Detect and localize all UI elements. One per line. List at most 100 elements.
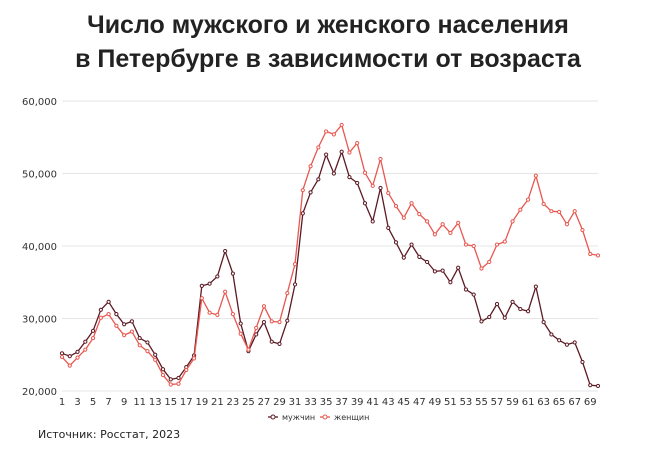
- data-point: [254, 325, 259, 331]
- data-point: [432, 269, 437, 274]
- data-point: [106, 299, 111, 304]
- x-tick-label: 29: [273, 397, 286, 408]
- data-point: [494, 242, 500, 247]
- x-tick-label: 61: [522, 397, 535, 408]
- data-point: [207, 310, 212, 315]
- legend-label: мужчин: [282, 413, 315, 422]
- data-point: [145, 349, 150, 354]
- data-point: [393, 240, 399, 245]
- data-point: [588, 383, 593, 388]
- x-tick-label: 39: [351, 397, 364, 408]
- data-point: [90, 328, 96, 333]
- data-point: [487, 314, 492, 320]
- y-tick-label: 40,000: [22, 242, 57, 253]
- x-tick-label: 69: [584, 397, 597, 408]
- x-tick-label: 23: [227, 397, 240, 408]
- x-tick-label: 27: [258, 397, 271, 408]
- data-point: [595, 383, 601, 389]
- data-point: [595, 253, 601, 258]
- x-tick-label: 65: [553, 397, 566, 408]
- data-point: [580, 359, 585, 365]
- data-point: [393, 204, 399, 209]
- data-point: [122, 333, 127, 338]
- data-point: [168, 377, 173, 382]
- data-point: [347, 150, 352, 155]
- data-point: [129, 329, 135, 334]
- data-point: [153, 352, 158, 357]
- data-point: [230, 271, 235, 276]
- data-point: [238, 321, 243, 326]
- legend-label: женщин: [334, 413, 369, 422]
- data-point: [463, 242, 469, 247]
- x-tick-label: 7: [105, 397, 111, 408]
- data-point: [448, 230, 453, 236]
- data-point: [564, 342, 570, 347]
- source-note: Источник: Росстат, 2023: [38, 428, 181, 441]
- data-point: [572, 340, 577, 345]
- x-tick-label: 57: [491, 397, 504, 408]
- chart-title-line-2: в Петербурге в зависимости от возраста: [75, 45, 581, 73]
- data-point: [456, 220, 461, 225]
- data-point: [417, 212, 422, 217]
- data-point: [386, 190, 391, 196]
- data-point: [355, 140, 360, 146]
- data-point: [137, 335, 142, 341]
- data-point: [494, 301, 500, 307]
- data-point: [471, 292, 476, 297]
- data-point: [215, 312, 220, 317]
- data-point: [114, 312, 119, 317]
- data-point: [440, 222, 445, 227]
- data-point: [230, 312, 235, 317]
- data-point: [98, 307, 103, 312]
- data-point: [269, 339, 274, 344]
- data-point: [300, 188, 305, 193]
- data-point: [160, 367, 166, 372]
- data-point: [83, 347, 88, 352]
- data-point: [199, 283, 204, 288]
- data-point: [184, 367, 189, 373]
- x-tick-label: 43: [382, 397, 395, 408]
- data-point: [75, 355, 80, 360]
- data-point: [417, 254, 422, 259]
- data-point: [425, 259, 430, 265]
- data-point: [98, 315, 103, 320]
- data-point: [292, 282, 298, 287]
- data-point: [362, 201, 368, 206]
- legend-swatch-marker: [322, 414, 328, 420]
- data-point: [277, 320, 282, 325]
- data-point: [386, 225, 391, 230]
- data-point: [432, 232, 437, 237]
- data-point: [463, 287, 469, 292]
- x-tick-label: 31: [289, 397, 302, 408]
- data-point: [479, 319, 484, 324]
- x-tick-label: 45: [397, 397, 410, 408]
- data-point: [518, 306, 523, 312]
- data-point: [331, 132, 336, 137]
- x-tick-label: 19: [195, 397, 208, 408]
- x-tick-label: 41: [366, 397, 379, 408]
- data-point: [59, 351, 65, 356]
- data-point: [355, 180, 360, 186]
- data-point: [261, 320, 267, 325]
- data-point: [67, 354, 72, 359]
- data-point: [106, 312, 111, 317]
- chart-title: Число мужского и женского населения в Пе…: [0, 8, 656, 76]
- data-point: [324, 129, 329, 134]
- data-point: [479, 266, 484, 271]
- data-point: [223, 248, 228, 254]
- data-point: [339, 122, 344, 128]
- x-tick-label: 11: [133, 397, 146, 408]
- data-point: [308, 190, 313, 195]
- x-tick-label: 49: [429, 397, 442, 408]
- y-tick-label: 60,000: [22, 97, 57, 108]
- data-point: [215, 274, 220, 279]
- data-point: [572, 209, 577, 214]
- data-point: [557, 209, 562, 215]
- data-point: [59, 354, 65, 360]
- x-tick-label: 63: [537, 397, 550, 408]
- data-point: [339, 149, 344, 154]
- data-point: [409, 242, 414, 247]
- data-point: [549, 332, 554, 337]
- data-point: [502, 315, 507, 320]
